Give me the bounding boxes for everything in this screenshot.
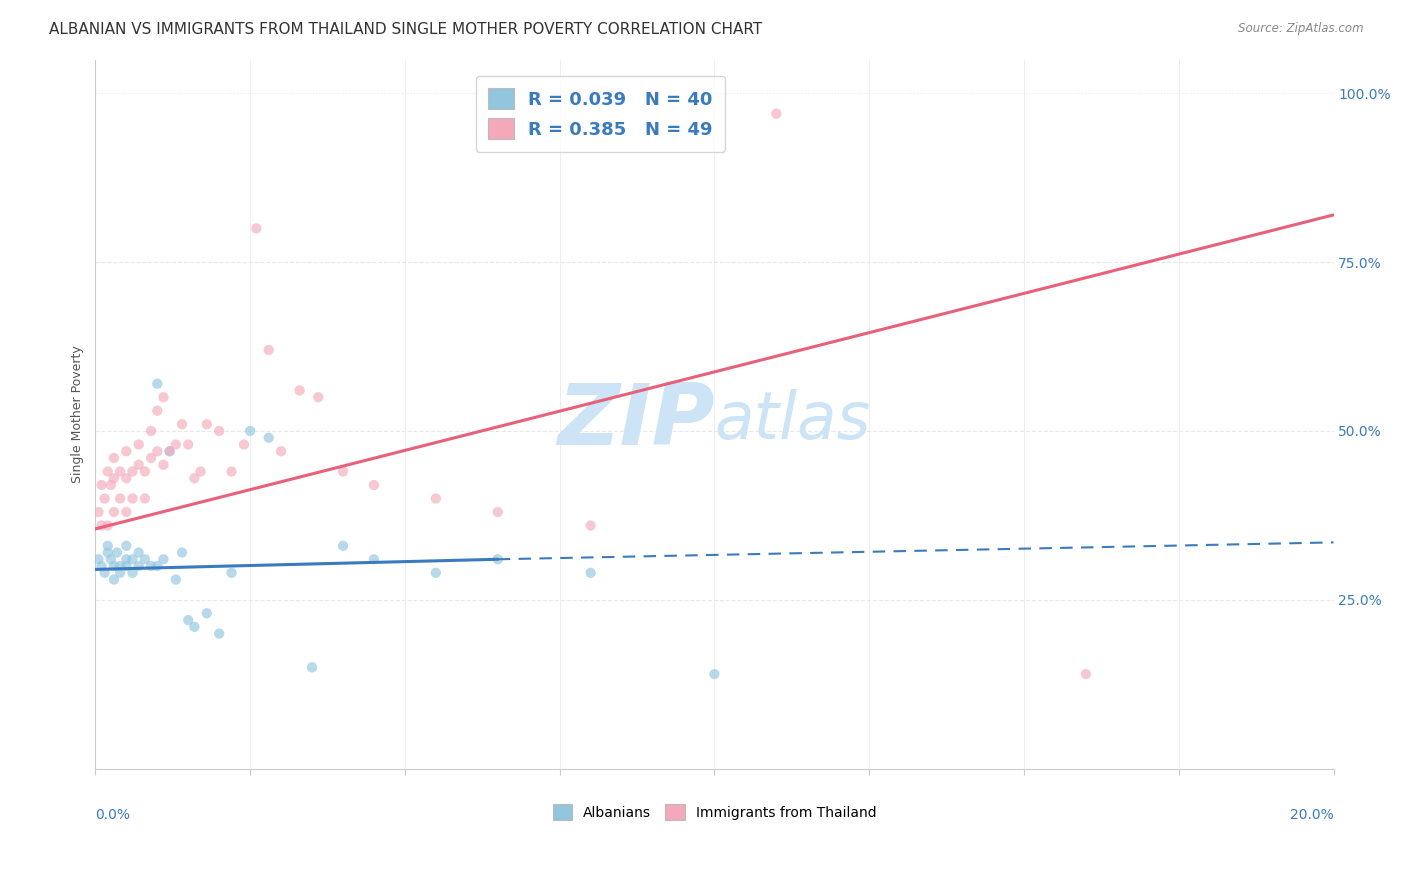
- Point: [121, 491, 143, 506]
- Point: [486, 552, 509, 566]
- Point: [128, 437, 150, 451]
- Point: [208, 424, 231, 438]
- Point: [152, 458, 174, 472]
- Point: [177, 613, 200, 627]
- Point: [134, 491, 156, 506]
- Point: [195, 417, 218, 432]
- Point: [108, 491, 131, 506]
- Text: Source: ZipAtlas.com: Source: ZipAtlas.com: [1239, 22, 1364, 36]
- Text: atlas: atlas: [714, 389, 870, 453]
- Point: [257, 431, 280, 445]
- Point: [183, 471, 205, 485]
- Point: [363, 478, 385, 492]
- Point: [146, 403, 169, 417]
- Point: [115, 539, 138, 553]
- Point: [134, 465, 156, 479]
- Point: [128, 458, 150, 472]
- Point: [165, 573, 187, 587]
- Point: [195, 607, 218, 621]
- Point: [257, 343, 280, 357]
- Legend: Albanians, Immigrants from Thailand: Albanians, Immigrants from Thailand: [547, 798, 882, 825]
- Point: [1074, 667, 1097, 681]
- Point: [332, 539, 354, 553]
- Point: [146, 559, 169, 574]
- Point: [239, 424, 262, 438]
- Point: [579, 518, 602, 533]
- Point: [288, 384, 311, 398]
- Text: 20.0%: 20.0%: [1289, 807, 1333, 822]
- Y-axis label: Single Mother Poverty: Single Mother Poverty: [72, 345, 84, 483]
- Point: [170, 417, 193, 432]
- Point: [221, 566, 243, 580]
- Point: [90, 478, 112, 492]
- Point: [115, 552, 138, 566]
- Point: [170, 545, 193, 559]
- Point: [425, 566, 447, 580]
- Point: [134, 552, 156, 566]
- Point: [93, 491, 115, 506]
- Point: [103, 471, 125, 485]
- Point: [270, 444, 292, 458]
- Point: [765, 106, 787, 120]
- Point: [307, 390, 329, 404]
- Point: [139, 450, 162, 465]
- Point: [103, 450, 125, 465]
- Point: [703, 667, 725, 681]
- Point: [152, 390, 174, 404]
- Point: [103, 559, 125, 574]
- Point: [139, 424, 162, 438]
- Point: [108, 566, 131, 580]
- Point: [486, 505, 509, 519]
- Point: [93, 566, 115, 580]
- Point: [332, 465, 354, 479]
- Point: [128, 545, 150, 559]
- Point: [121, 566, 143, 580]
- Text: ALBANIAN VS IMMIGRANTS FROM THAILAND SINGLE MOTHER POVERTY CORRELATION CHART: ALBANIAN VS IMMIGRANTS FROM THAILAND SIN…: [49, 22, 762, 37]
- Point: [363, 552, 385, 566]
- Point: [100, 478, 122, 492]
- Point: [177, 437, 200, 451]
- Point: [97, 539, 120, 553]
- Point: [245, 221, 267, 235]
- Point: [159, 444, 181, 458]
- Point: [301, 660, 323, 674]
- Point: [221, 465, 243, 479]
- Point: [105, 545, 128, 559]
- Point: [100, 552, 122, 566]
- Point: [87, 505, 110, 519]
- Text: 0.0%: 0.0%: [96, 807, 131, 822]
- Point: [165, 437, 187, 451]
- Point: [97, 465, 120, 479]
- Point: [103, 573, 125, 587]
- Point: [139, 559, 162, 574]
- Point: [115, 559, 138, 574]
- Point: [146, 376, 169, 391]
- Point: [579, 566, 602, 580]
- Point: [115, 471, 138, 485]
- Point: [115, 505, 138, 519]
- Point: [108, 559, 131, 574]
- Point: [152, 552, 174, 566]
- Point: [90, 559, 112, 574]
- Text: ZIP: ZIP: [557, 380, 714, 463]
- Point: [108, 465, 131, 479]
- Point: [115, 444, 138, 458]
- Point: [128, 559, 150, 574]
- Point: [159, 444, 181, 458]
- Point: [183, 620, 205, 634]
- Point: [103, 505, 125, 519]
- Point: [232, 437, 254, 451]
- Point: [87, 552, 110, 566]
- Point: [90, 518, 112, 533]
- Point: [425, 491, 447, 506]
- Point: [208, 626, 231, 640]
- Point: [121, 552, 143, 566]
- Point: [97, 545, 120, 559]
- Point: [146, 444, 169, 458]
- Point: [97, 518, 120, 533]
- Point: [190, 465, 212, 479]
- Point: [121, 465, 143, 479]
